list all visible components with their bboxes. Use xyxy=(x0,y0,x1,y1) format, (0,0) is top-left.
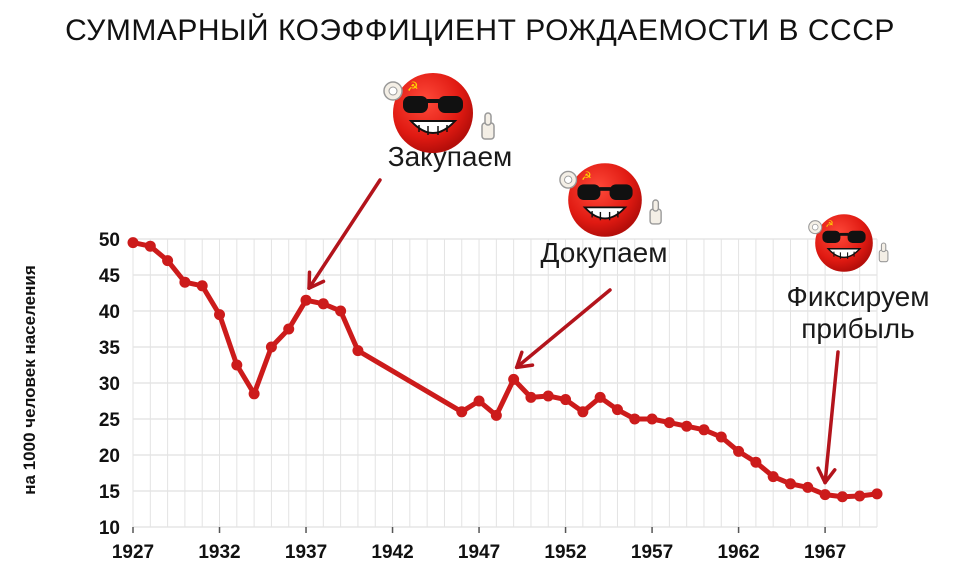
data-point xyxy=(698,424,710,436)
data-point xyxy=(802,481,814,493)
y-tick-label: 15 xyxy=(99,482,121,503)
data-point xyxy=(784,478,796,490)
x-tick-label: 1957 xyxy=(631,542,673,563)
data-point xyxy=(750,456,762,468)
data-point xyxy=(231,359,243,371)
data-point xyxy=(594,391,606,403)
data-point xyxy=(283,323,295,335)
svg-text:☭: ☭ xyxy=(407,80,419,95)
y-tick-label: 20 xyxy=(99,446,120,467)
data-point xyxy=(836,491,848,503)
series-line xyxy=(130,240,880,500)
data-point xyxy=(715,431,727,443)
data-point xyxy=(162,255,174,267)
data-point xyxy=(508,373,520,385)
y-tick-label: 35 xyxy=(99,338,121,359)
data-point xyxy=(317,298,329,310)
annotation-arrow xyxy=(823,350,840,485)
chart-title: СУММАРНЫЙ КОЭФФИЦИЕНТ РОЖДАЕМОСТИ В СССР xyxy=(65,14,895,47)
annotation-arrowhead xyxy=(816,466,837,485)
sunglasses-face-icon: ☭ xyxy=(383,73,495,153)
annotation-arrow xyxy=(514,288,612,370)
data-point xyxy=(179,276,191,288)
annotation-arrowhead xyxy=(307,270,326,290)
sunglasses-face-icon: ☭ xyxy=(808,214,889,272)
x-tick-label: 1947 xyxy=(458,542,500,563)
x-tick-label: 1937 xyxy=(285,542,327,563)
data-point xyxy=(456,406,468,418)
data-point xyxy=(560,394,572,406)
annotation-label-fiksiruem: Фиксируем xyxy=(787,281,930,312)
data-point xyxy=(300,294,312,306)
y-tick-label: 45 xyxy=(99,266,121,287)
data-point xyxy=(871,488,883,500)
data-point xyxy=(490,409,502,421)
x-tick-label: 1927 xyxy=(112,542,154,563)
data-point xyxy=(525,391,537,403)
data-point xyxy=(473,395,485,407)
data-point xyxy=(819,489,831,501)
y-tick-label: 40 xyxy=(99,302,120,323)
x-tick-label: 1952 xyxy=(544,542,586,563)
y-tick-label: 30 xyxy=(99,374,120,395)
x-tick-label: 1967 xyxy=(804,542,846,563)
data-point xyxy=(681,420,693,432)
x-tick-label: 1932 xyxy=(198,542,240,563)
y-tick-labels: 10 15 20 25 30 35 40 45 50 xyxy=(99,230,121,539)
data-point xyxy=(629,413,641,425)
data-point xyxy=(542,390,554,402)
annotation-arrow xyxy=(307,178,382,290)
data-point xyxy=(127,237,139,249)
data-point xyxy=(196,280,208,292)
data-point xyxy=(854,490,866,502)
x-tick-label: 1962 xyxy=(717,542,759,563)
data-point xyxy=(733,445,745,457)
data-point xyxy=(335,305,347,317)
svg-text:☭: ☭ xyxy=(581,169,592,183)
x-tick-label: 1942 xyxy=(371,542,413,563)
y-tick-label: 25 xyxy=(99,410,121,431)
annotation-arrowhead xyxy=(514,350,535,370)
data-point xyxy=(577,406,589,418)
data-point xyxy=(352,345,364,357)
y-tick-label: 50 xyxy=(99,230,120,251)
y-tick-label: 10 xyxy=(99,518,120,539)
data-point xyxy=(265,341,277,353)
data-point xyxy=(646,413,658,425)
data-point xyxy=(767,471,779,483)
data-point xyxy=(144,240,156,252)
annotation-label-dokupaem: Докупаем xyxy=(541,237,668,268)
sunglasses-face-icon: ☭ xyxy=(559,163,662,237)
annotation-arrows xyxy=(307,178,840,485)
svg-text:☭: ☭ xyxy=(825,219,833,230)
data-point xyxy=(663,417,675,429)
data-point xyxy=(611,404,623,416)
x-tick-labels: 1927 1932 1937 1942 1947 1952 1957 1962 1967 xyxy=(112,527,846,563)
data-series xyxy=(127,237,883,503)
grid-lines xyxy=(132,238,878,528)
annotation-label-pribyl: прибыль xyxy=(801,313,914,344)
data-point xyxy=(214,309,226,321)
data-point xyxy=(248,388,260,400)
